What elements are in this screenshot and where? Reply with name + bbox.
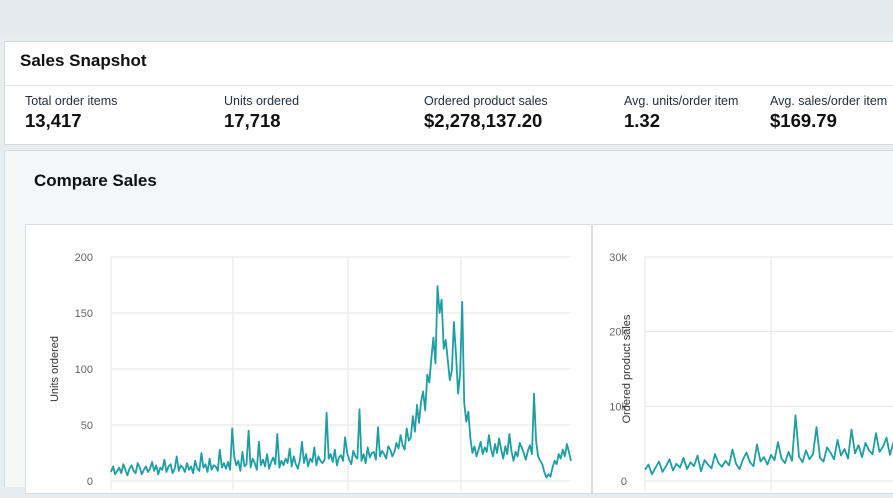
y-tick-label: 30k xyxy=(609,252,627,264)
metric-label: Units ordered xyxy=(224,94,300,108)
y-tick-label: 50 xyxy=(81,420,93,432)
compare-sales-title: Compare Sales xyxy=(34,171,157,190)
y-tick-label: 0 xyxy=(87,476,93,488)
series-line xyxy=(110,285,572,479)
y-tick-label: 200 xyxy=(75,252,93,264)
ordered-product-sales-chart-panel: 0 10k 20k 30k Ordered product sales xyxy=(592,224,893,494)
metric-avg-units-per-order-item: Avg. units/order item 1.32 xyxy=(624,94,738,132)
metric-label: Avg. sales/order item xyxy=(770,94,888,108)
metric-ordered-product-sales: Ordered product sales $2,278,137.20 xyxy=(424,94,548,132)
units-ordered-chart-panel: 0 50 100 150 200 Units ordered xyxy=(25,224,592,494)
divider xyxy=(5,85,893,86)
y-tick-label: 10k xyxy=(609,401,627,413)
metric-total-order-items: Total order items 13,417 xyxy=(25,94,117,132)
metric-label: Avg. units/order item xyxy=(624,94,739,108)
sales-snapshot-title: Sales Snapshot xyxy=(20,51,147,70)
y-tick-label: 100 xyxy=(75,364,93,376)
sales-snapshot-panel: Sales Snapshot Total order items 13,417 … xyxy=(4,41,893,145)
y-tick-label: 150 xyxy=(75,308,93,320)
series-line xyxy=(644,414,893,476)
y-tick-label: 0 xyxy=(621,476,627,488)
y-axis-label: Ordered product sales xyxy=(621,314,633,423)
metric-label: Total order items xyxy=(25,94,118,108)
metric-value: $169.79 xyxy=(770,110,837,131)
units-ordered-chart: 0 50 100 150 200 Units ordered xyxy=(49,252,572,491)
metric-value: 1.32 xyxy=(624,110,661,131)
metric-value: 17,718 xyxy=(224,110,281,131)
metric-value: $2,278,137.20 xyxy=(424,110,543,131)
y-tick-label: 20k xyxy=(609,327,627,339)
metric-units-ordered: Units ordered 17,718 xyxy=(224,94,299,132)
ordered-product-sales-chart: 0 10k 20k 30k Ordered product sales xyxy=(609,252,893,491)
metric-value: 13,417 xyxy=(25,110,82,131)
metric-avg-sales-per-order-item: Avg. sales/order item $169.79 xyxy=(770,94,887,132)
y-axis-label: Units ordered xyxy=(49,336,61,402)
compare-sales-panel: Compare Sales 0 50 100 150 200 Units ordered … xyxy=(4,150,893,494)
top-bar xyxy=(0,0,893,36)
metric-label: Ordered product sales xyxy=(424,94,548,108)
